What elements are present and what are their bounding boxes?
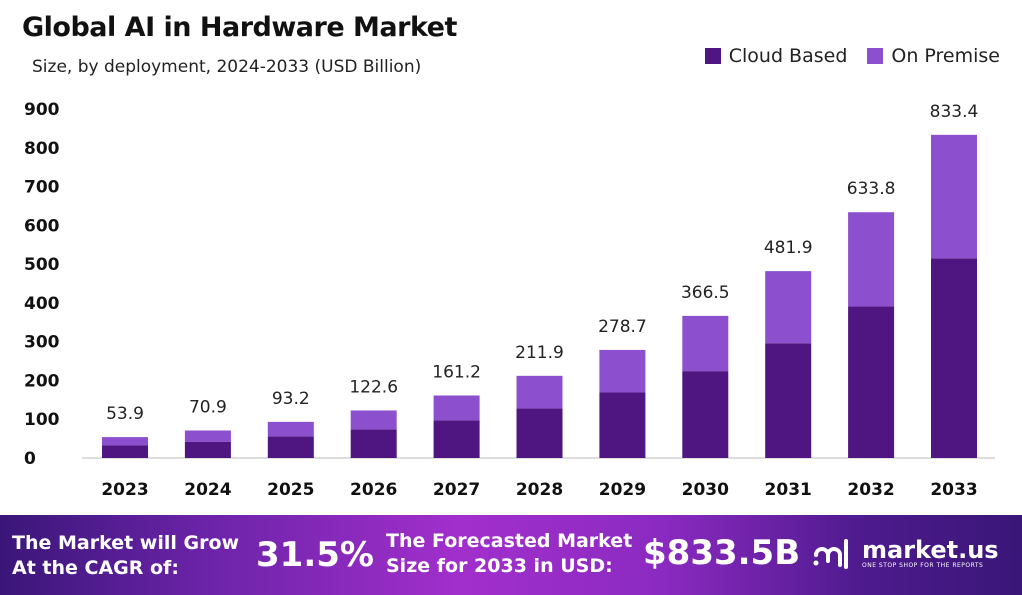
forecast-label-line: The Forecasted Market: [386, 530, 633, 552]
y-tick-label: 200: [24, 371, 60, 391]
data-label: 366.5: [681, 283, 730, 303]
legend-item-on-premise: On Premise: [867, 45, 1000, 67]
cagr-label-line: The Market will Grow: [12, 532, 240, 554]
legend: Cloud Based On Premise: [704, 45, 1000, 67]
y-tick-label: 800: [24, 139, 60, 159]
data-label: 481.9: [764, 238, 813, 258]
cagr-label-line: At the CAGR of:: [12, 557, 179, 579]
logo-tagline: ONE STOP SHOP FOR THE REPORTS: [862, 561, 984, 569]
cagr-label: The Market will Grow At the CAGR of:: [12, 531, 239, 581]
x-tick-label: 2031: [765, 480, 812, 500]
footer-banner: The Market will Grow At the CAGR of: 31.…: [0, 515, 1022, 595]
legend-swatch: [867, 48, 884, 64]
bar-on-premise: [102, 437, 148, 446]
data-label: 278.7: [598, 317, 647, 337]
data-label: 122.6: [349, 377, 398, 397]
chart-subtitle: Size, by deployment, 2024-2033 (USD Bill…: [32, 57, 422, 77]
bar-cloud-based: [267, 436, 314, 458]
x-tick-label: 2024: [184, 480, 231, 500]
data-label: 833.4: [930, 102, 979, 122]
bar-cloud-based: [433, 420, 480, 458]
bar-cloud-based: [599, 392, 646, 458]
legend-item-cloud-based: Cloud Based: [704, 45, 848, 67]
y-tick-label: 300: [24, 333, 60, 353]
data-label: 93.2: [272, 389, 310, 409]
y-tick-label: 100: [24, 410, 60, 430]
y-tick-label: 700: [24, 178, 60, 198]
bar-cloud-based: [184, 441, 231, 458]
y-tick-label: 500: [24, 255, 60, 275]
market-us-logo: market.us ONE STOP SHOP FOR THE REPORTS: [812, 535, 999, 571]
y-tick-label: 600: [24, 216, 60, 236]
bar-on-premise: [516, 375, 563, 409]
legend-swatch: [704, 48, 721, 64]
x-tick-label: 2023: [101, 480, 148, 500]
bar-cloud-based: [350, 429, 397, 458]
x-tick-label: 2025: [267, 480, 314, 500]
data-label: 53.9: [106, 404, 144, 424]
legend-label: Cloud Based: [728, 45, 848, 67]
y-tick-label: 900: [24, 100, 60, 120]
x-tick-label: 2028: [516, 480, 563, 500]
bar-on-premise: [433, 395, 480, 421]
bar-cloud-based: [682, 371, 729, 458]
logo-icon: [813, 539, 848, 569]
data-label: 70.9: [189, 398, 227, 418]
x-tick-label: 2032: [847, 480, 894, 500]
bar-cloud-based: [848, 306, 895, 458]
bar-cloud-based: [931, 258, 977, 458]
bar-cloud-based: [516, 408, 563, 458]
bar-on-premise: [184, 430, 231, 442]
legend-label: On Premise: [891, 45, 1000, 67]
bar-on-premise: [848, 212, 895, 307]
x-tick-label: 2029: [599, 480, 646, 500]
bar-on-premise: [931, 134, 977, 259]
y-tick-label: 0: [24, 449, 36, 469]
data-label: 161.2: [432, 362, 481, 382]
cagr-value: 31.5%: [256, 535, 374, 575]
x-tick-label: 2027: [433, 480, 480, 500]
bar-on-premise: [765, 271, 812, 344]
forecast-label-line: Size for 2033 in USD:: [386, 555, 613, 577]
chart-title: Global AI in Hardware Market: [22, 12, 457, 43]
y-tick-label: 400: [24, 294, 60, 314]
bar-on-premise: [267, 421, 314, 437]
bar-on-premise: [682, 315, 729, 372]
x-tick-label: 2033: [930, 480, 977, 500]
data-label: 633.8: [847, 179, 896, 199]
bar-on-premise: [350, 410, 397, 430]
forecast-value: $833.5B: [643, 533, 801, 573]
bar-cloud-based: [102, 445, 148, 458]
logo-name: market.us: [862, 535, 999, 564]
data-label: 211.9: [515, 343, 564, 363]
x-tick-label: 2026: [350, 480, 397, 500]
bar-on-premise: [599, 349, 646, 393]
forecast-label: The Forecasted Market Size for 2033 in U…: [386, 529, 632, 579]
bar-cloud-based: [765, 343, 812, 458]
bar-chart: 0 100 200 300 400 500 600 700 800 900 53.9 2023 70.9…: [24, 100, 995, 500]
x-tick-label: 2030: [682, 480, 729, 500]
